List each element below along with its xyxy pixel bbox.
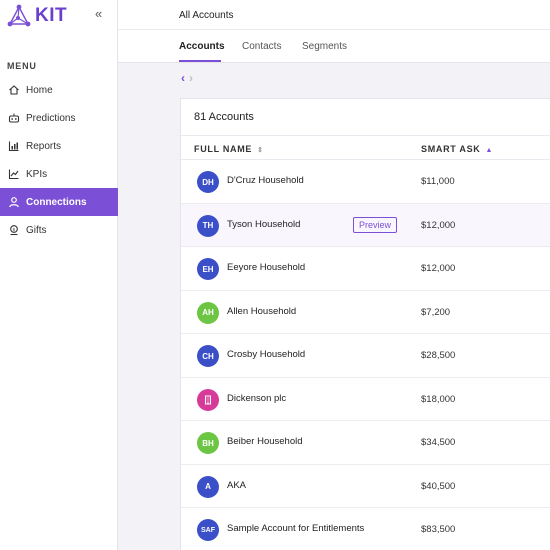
svg-text:$: $ [12,227,15,233]
avatar: SAF [197,519,219,541]
column-header-label: SMART ASK [421,144,481,154]
connections-icon [7,196,20,209]
account-name[interactable]: Tyson Household [227,218,301,230]
next-page-icon[interactable]: › [189,71,193,85]
sidebar-item-label: KPIs [26,168,48,180]
smart-ask-value: $12,000 [421,263,456,274]
table-row[interactable]: TH Tyson Household Preview $12,000 [181,203,550,247]
brand-logo[interactable]: KIT [6,4,67,28]
table-row[interactable]: Dickenson plc $18,000 [181,378,550,421]
sidebar-item-label: Predictions [26,112,76,124]
account-name[interactable]: D'Cruz Household [227,175,304,186]
sort-both-icon[interactable]: ⇕ [257,147,264,154]
smart-ask-value: $83,500 [421,524,456,535]
sidebar-item-reports[interactable]: Reports [0,132,118,160]
active-tab-indicator [179,60,221,62]
column-header-label: FULL NAME [194,144,253,154]
table-row[interactable]: A AKA $40,500 [181,465,550,508]
sidebar-item-label: Connections [26,196,87,208]
avatar [197,388,219,411]
table-row[interactable]: DH D'Cruz Household $11,000 [181,160,550,204]
column-header-full-name[interactable]: FULL NAME ⇕ [194,144,264,154]
sidebar-item-label: Home [26,84,53,96]
sidebar-item-home[interactable]: Home [0,76,118,104]
table-header: FULL NAME ⇕ SMART ASK ▲ [181,135,550,160]
table-row[interactable]: CH Crosby Household $28,500 [181,334,550,378]
account-name[interactable]: Beiber Household [227,436,303,447]
smart-ask-value: $34,500 [421,437,456,448]
avatar: AH [197,301,219,324]
accounts-count: 81 Accounts [194,111,254,123]
account-name[interactable]: Dickenson plc [227,392,287,404]
sidebar-item-predictions[interactable]: Predictions [0,104,118,132]
account-name[interactable]: Eeyore Household [227,262,306,273]
table-body: DH D'Cruz Household $11,000 TH Tyson Hou… [181,160,550,550]
avatar: TH [197,214,219,237]
account-name[interactable]: AKA [227,479,247,491]
tab-bar: Accounts Contacts Segments [118,30,550,63]
sort-ascending-icon[interactable]: ▲ [485,147,494,154]
preview-button[interactable]: Preview [353,216,398,233]
avatar: EH [197,258,219,280]
predictions-icon [7,112,20,125]
sidebar-item-label: Reports [26,140,62,152]
avatar: DH [197,171,219,193]
sidebar-item-label: Gifts [26,224,47,236]
tab-contacts[interactable]: Contacts [242,41,282,52]
account-name[interactable]: Allen Household [227,305,297,317]
smart-ask-value: $18,000 [421,393,456,405]
table-row[interactable]: SAF Sample Account for Entitlements $83,… [181,508,550,550]
account-name[interactable]: Crosby Household [227,349,306,360]
tab-accounts[interactable]: Accounts [179,41,225,52]
table-row[interactable]: AH Allen Household $7,200 [181,291,550,334]
sidebar: KIT « MENU Home Predictions Report [0,0,118,550]
smart-ask-value: $7,200 [421,306,451,318]
gifts-icon: $ [7,224,20,237]
accounts-table-card: 81 Accounts FULL NAME ⇕ SMART ASK ▲ DH D'C… [180,98,550,550]
top-header: All Accounts [118,0,550,30]
building-icon [205,395,211,404]
column-header-smart-ask[interactable]: SMART ASK ▲ [421,144,493,154]
kpis-icon [7,168,20,181]
smart-ask-value: $40,500 [421,480,456,492]
tab-segments[interactable]: Segments [302,41,348,52]
prev-page-icon[interactable]: ‹ [181,71,185,85]
sidebar-nav: Home Predictions Reports KPIs [0,76,118,244]
avatar: CH [197,345,219,367]
reports-icon [7,140,20,153]
pager: ‹ › [181,72,193,84]
table-row[interactable]: BH Beiber Household $34,500 [181,421,550,465]
page-title: All Accounts [179,10,234,21]
sidebar-item-connections[interactable]: Connections [0,188,118,216]
smart-ask-value: $28,500 [421,350,456,361]
sidebar-item-gifts[interactable]: $ Gifts [0,216,118,244]
smart-ask-value: $12,000 [421,219,456,231]
menu-label: MENU [7,61,37,71]
avatar: BH [197,432,219,454]
collapse-sidebar-icon[interactable]: « [95,6,103,21]
table-row[interactable]: EH Eeyore Household $12,000 [181,247,550,291]
smart-ask-value: $11,000 [421,176,455,187]
brand-name: KIT [35,5,68,26]
home-icon [7,84,20,97]
kit-logo-icon [7,4,31,27]
avatar: A [197,475,219,498]
account-name[interactable]: Sample Account for Entitlements [227,523,365,534]
sidebar-item-kpis[interactable]: KPIs [0,160,118,188]
